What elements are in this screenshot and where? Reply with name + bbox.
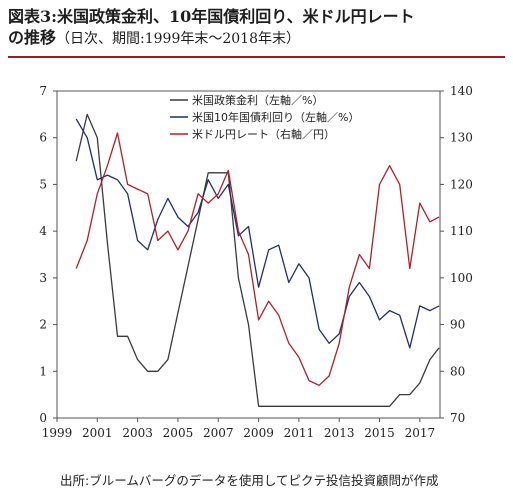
- right-tick-label: 70: [450, 411, 465, 425]
- right-tick-label: 140: [450, 84, 473, 98]
- left-tick-label: 4: [39, 224, 47, 238]
- source-note: 出所:ブルームバーグのデータを使用してピクテ投信投資顧問が作成: [60, 473, 439, 488]
- x-tick-label: 2011: [284, 426, 315, 440]
- x-tick-label: 2003: [122, 426, 153, 440]
- left-tick-label: 5: [39, 177, 47, 191]
- series-line-3: [75, 132, 440, 386]
- x-tick-label: 1999: [42, 426, 73, 440]
- left-tick-label: 2: [39, 318, 47, 332]
- left-tick-label: 6: [39, 131, 47, 145]
- title-period: （日次、期間:1999年末～2018年末）: [56, 31, 300, 47]
- right-tick-label: 90: [450, 318, 465, 332]
- x-tick-label: 2015: [364, 426, 395, 440]
- right-tick-label: 100: [450, 271, 473, 285]
- right-tick-label: 110: [450, 224, 473, 238]
- x-tick-label: 2007: [203, 426, 234, 440]
- x-tick-label: 2005: [163, 426, 194, 440]
- left-tick-label: 3: [39, 271, 47, 285]
- title-rule: [8, 56, 505, 58]
- plot-frame: [56, 90, 441, 419]
- right-tick-label: 120: [450, 177, 473, 191]
- x-tick-label: 2009: [243, 426, 274, 440]
- series-line-2: [75, 118, 440, 349]
- right-tick-label: 130: [450, 131, 473, 145]
- left-tick-label: 1: [39, 364, 47, 378]
- x-tick-label: 2013: [324, 426, 355, 440]
- chart-title: 図表3:米国政策金利、10年国債利回り、米ドル円レート の推移（日次、期間:19…: [8, 6, 508, 50]
- series-line-1: [75, 113, 440, 407]
- legend-label-1: 米国政策金利（左軸／%）: [192, 93, 323, 107]
- left-tick-label: 0: [39, 411, 47, 425]
- legend-label-2: 米国10年国債利回り（左軸／%）: [192, 110, 359, 124]
- x-tick-label: 2001: [82, 426, 113, 440]
- title-line-1: 図表3:米国政策金利、10年国債利回り、米ドル円レート: [8, 7, 415, 26]
- right-tick-label: 80: [450, 364, 465, 378]
- legend-label-3: 米ドル円レート（右軸／円）: [192, 127, 335, 141]
- title-line-2: の推移: [8, 28, 57, 47]
- left-tick-label: 7: [39, 84, 47, 98]
- x-tick-label: 2017: [405, 426, 436, 440]
